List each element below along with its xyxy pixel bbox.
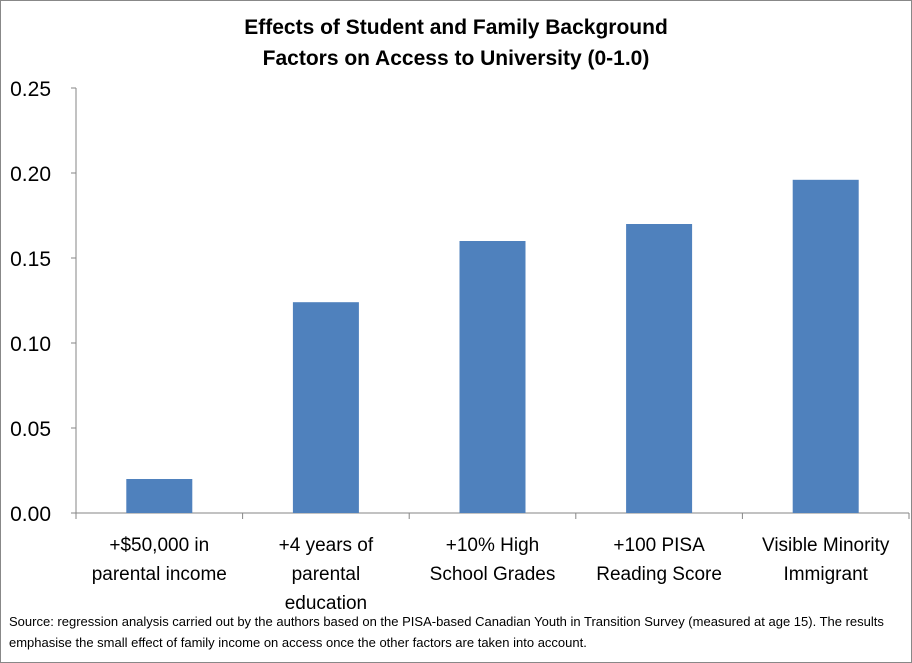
x-category-label: parental income: [92, 564, 227, 585]
bar: [459, 241, 526, 513]
y-tick-label: 0.10: [10, 333, 51, 356]
bar: [626, 224, 693, 513]
bar: [126, 479, 193, 513]
x-category-label: +10% High: [446, 535, 539, 556]
y-tick-label: 0.05: [10, 418, 51, 441]
y-tick-label: 0.25: [10, 78, 51, 101]
x-category-label: Visible Minority: [762, 535, 890, 556]
x-category-label: parental: [292, 564, 361, 585]
source-note: Source: regression analysis carried out …: [9, 614, 884, 650]
x-category-label: Reading Score: [596, 564, 722, 585]
chart-title-line: Factors on Access to University (0-1.0): [263, 47, 650, 70]
y-tick-label: 0.15: [10, 248, 51, 271]
chart-title-line: Effects of Student and Family Background: [244, 16, 668, 39]
x-category-label: +100 PISA: [613, 535, 705, 556]
x-category-label: education: [285, 593, 367, 614]
x-category-label: School Grades: [430, 564, 556, 585]
y-tick-label: 0.20: [10, 163, 51, 186]
x-category-label: Immigrant: [783, 564, 868, 585]
y-tick-label: 0.00: [10, 503, 51, 526]
bar: [792, 179, 859, 514]
x-category-label: +$50,000 in: [109, 535, 209, 556]
bar: [292, 302, 359, 513]
x-category-label: +4 years of: [279, 535, 374, 556]
